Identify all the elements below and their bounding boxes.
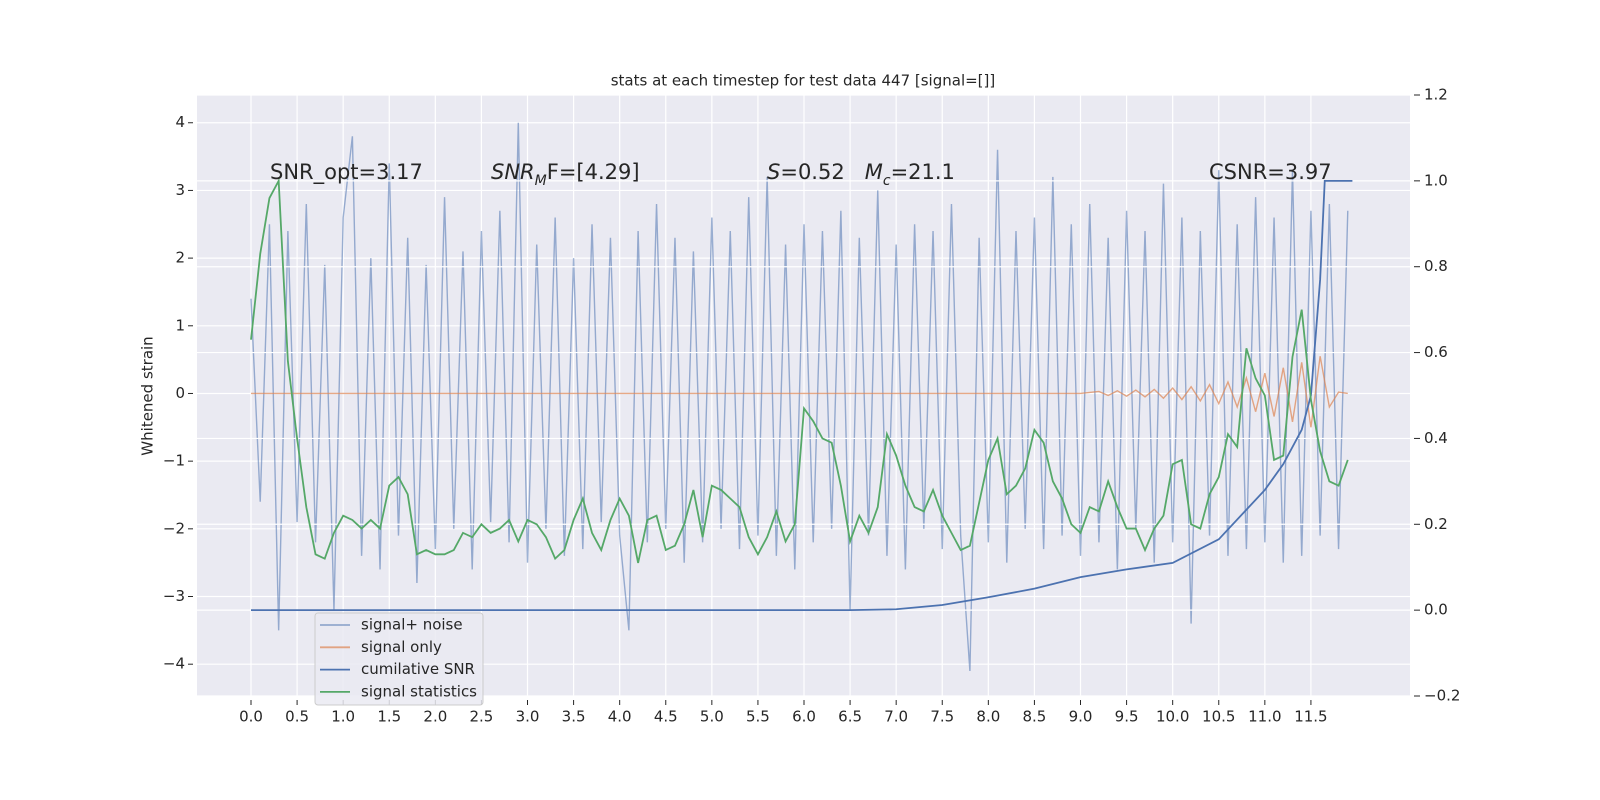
annotation-part: F=[4.29] [547,160,640,184]
series-line [251,356,1348,428]
annotation-part: M [865,160,883,184]
x-tick-label: 9.5 [1115,708,1139,726]
x-tick-label: 0.0 [239,708,263,726]
x-tick-label: 5.0 [700,708,724,726]
series-line [251,179,1353,612]
y-tick-label: −2 [163,519,185,537]
annotation-part: c [883,173,891,189]
y2-tick-label: 1.2 [1424,86,1448,104]
y2-tick-label: 0.2 [1424,515,1448,533]
x-tick-label: 3.0 [516,708,540,726]
x-tick-label: 7.0 [884,708,908,726]
legend-box [314,612,484,706]
x-tick-label: 8.5 [1022,708,1046,726]
chart-title: stats at each timestep for test data 447… [611,72,996,90]
y-tick-label: 2 [175,249,185,267]
annotation: CSNR=3.97 [1209,160,1332,184]
y-tick-label: 4 [175,113,185,131]
annotation-part: =0.52 [780,160,864,184]
y-tick-label: 3 [175,181,185,199]
x-tick-label: 3.5 [562,708,586,726]
y2-tick-label: 0.8 [1424,257,1448,275]
y2-tick-label: 0.0 [1424,601,1448,619]
annotation: SNR_opt=3.17 [270,160,423,185]
y-tick-label: −4 [163,655,185,673]
x-tick-label: 0.5 [285,708,309,726]
annotation-part: =21.1 [891,160,955,184]
x-tick-label: 4.0 [608,708,632,726]
x-tick-label: 6.0 [792,708,816,726]
annotation-part: SNR [491,160,535,184]
annotation-part: M [535,173,547,189]
x-tick-label: 1.0 [331,708,355,726]
annotation: SNRMF=[4.29] [491,160,640,189]
legend-label: signal statistics [361,682,477,700]
series-line [250,122,1349,672]
x-tick-label: 6.5 [838,708,862,726]
x-tick-label: 4.5 [654,708,678,726]
annotation: S=0.52 Mc=21.1 [767,160,955,189]
y2-tick-label: 0.4 [1424,429,1448,447]
y2-tick-label: 1.0 [1424,171,1448,189]
x-tick-label: 11.0 [1248,708,1281,726]
annotation-part: SNR_opt=3.17 [270,160,423,185]
legend-label: cumilative SNR [361,660,475,678]
y-tick-label: −3 [163,587,185,605]
x-tick-label: 7.5 [930,708,954,726]
annotation-part: S [767,160,780,184]
x-tick-label: 8.0 [976,708,1000,726]
x-tick-label: 2.0 [423,708,447,726]
y-tick-label: 1 [175,316,185,334]
legend-label: signal only [361,638,442,656]
legend-label: signal+ noise [361,616,463,634]
y-tick-label: −1 [163,452,185,470]
series-line [250,177,1349,564]
y-tick-label: 0 [175,384,185,402]
x-tick-label: 1.5 [377,708,401,726]
x-tick-label: 9.0 [1069,708,1093,726]
x-tick-label: 10.0 [1156,708,1189,726]
annotation-part: CSNR=3.97 [1209,160,1332,184]
y2-tick-label: −0.2 [1424,687,1460,705]
y-axis-label: Whitened strain [139,336,157,455]
x-tick-label: 2.5 [469,708,493,726]
x-tick-label: 5.5 [746,708,770,726]
x-tick-label: 10.5 [1202,708,1235,726]
x-tick-label: 11.5 [1294,708,1327,726]
y2-tick-label: 0.6 [1424,343,1448,361]
